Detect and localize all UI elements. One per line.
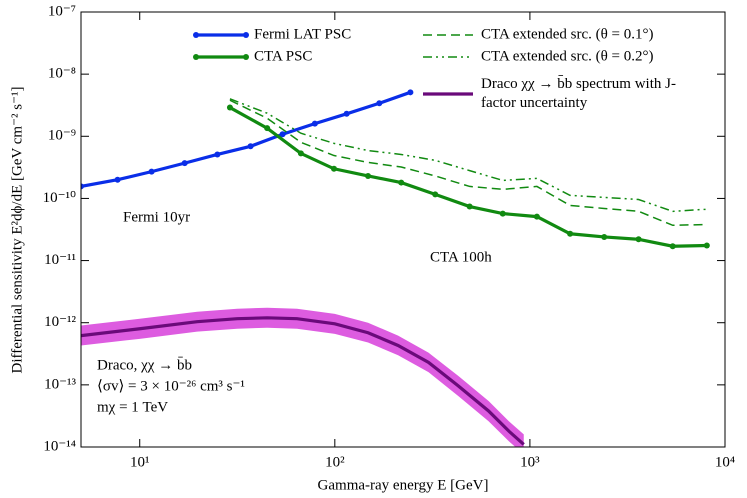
data-point bbox=[264, 125, 271, 132]
series-line bbox=[229, 98, 707, 213]
data-point bbox=[247, 143, 254, 150]
y-tick-label: 10⁻¹¹ bbox=[44, 252, 76, 268]
legend-label: Draco χχ → b̄b spectrum with J-factor un… bbox=[481, 76, 676, 111]
data-point bbox=[635, 236, 642, 243]
y-tick-label: 10⁻⁹ bbox=[48, 128, 76, 144]
data-point bbox=[297, 150, 304, 157]
x-tick-label: 10¹ bbox=[130, 454, 150, 470]
y-tick-label: 10⁻⁷ bbox=[48, 3, 76, 19]
data-point bbox=[567, 230, 574, 237]
series-line bbox=[229, 99, 707, 227]
data-point bbox=[432, 191, 439, 198]
y-axis-label: Differential sensitivity E²dϕ/dE [GeV cm… bbox=[9, 86, 25, 373]
x-tick-label: 10³ bbox=[520, 454, 540, 470]
annotation: ⟨σv⟩ = 3 × 10⁻²⁶ cm³ s⁻¹ bbox=[97, 378, 245, 394]
data-point bbox=[214, 151, 221, 158]
y-tick-label: 10⁻¹² bbox=[44, 314, 76, 330]
data-point bbox=[181, 160, 188, 167]
annotation: CTA 100h bbox=[430, 249, 492, 265]
legend-marker bbox=[243, 54, 249, 60]
data-point bbox=[226, 104, 233, 111]
data-point bbox=[669, 243, 676, 250]
data-point bbox=[407, 89, 414, 96]
series-line bbox=[81, 90, 411, 189]
data-point bbox=[703, 242, 710, 249]
y-tick-label: 10⁻¹⁰ bbox=[43, 190, 76, 206]
y-tick-label: 10⁻⁸ bbox=[48, 66, 76, 82]
legend-marker bbox=[193, 32, 199, 38]
axes-frame bbox=[80, 11, 726, 448]
data-point bbox=[330, 165, 337, 172]
annotation: Fermi 10yr bbox=[123, 209, 190, 225]
plot-area bbox=[81, 89, 710, 447]
data-point bbox=[601, 233, 608, 240]
y-tick-label: 10⁻¹³ bbox=[44, 376, 76, 392]
legend-label: CTA PSC bbox=[254, 48, 312, 64]
data-point bbox=[365, 172, 372, 179]
data-point bbox=[376, 100, 383, 107]
annotation: Draco, χχ → b̄b bbox=[97, 357, 192, 373]
x-axis-label: Gamma-ray energy E [GeV] bbox=[318, 477, 489, 493]
data-point bbox=[81, 183, 84, 190]
uncertainty-band bbox=[81, 307, 524, 447]
y-tick-label: 10⁻¹⁴ bbox=[43, 438, 76, 454]
x-tick-label: 10² bbox=[325, 454, 345, 470]
data-point bbox=[311, 120, 318, 127]
legend-label: CTA extended src. (θ = 0.1°) bbox=[481, 26, 654, 42]
data-point bbox=[148, 168, 155, 175]
data-point bbox=[343, 110, 350, 117]
series-line bbox=[81, 316, 525, 446]
legend-marker bbox=[193, 54, 199, 60]
x-tick-label: 10⁴ bbox=[715, 454, 735, 470]
data-point bbox=[466, 203, 473, 210]
legend-label: Draco χχ → b̄b spectrum with J-factor un… bbox=[481, 76, 676, 111]
data-point bbox=[499, 210, 506, 217]
data-point bbox=[398, 179, 405, 186]
data-point bbox=[114, 176, 121, 183]
data-point bbox=[533, 213, 540, 220]
legend-label: Fermi LAT PSC bbox=[254, 26, 351, 42]
legend-marker bbox=[243, 32, 249, 38]
data-point bbox=[279, 131, 286, 138]
legend-label: CTA extended src. (θ = 0.2°) bbox=[481, 48, 654, 64]
annotation: mχ = 1 TeV bbox=[97, 399, 168, 415]
